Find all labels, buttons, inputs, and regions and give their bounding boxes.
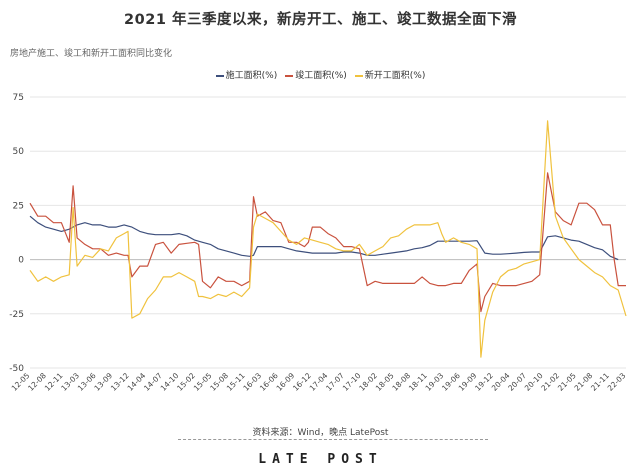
legend-label: 施工面积(%) <box>225 71 278 81</box>
x-tick-label: 22-03 <box>606 371 628 393</box>
y-tick-label: 75 <box>13 93 24 103</box>
line-chart: -50-25025507512-0512-0812-1113-0313-0613… <box>9 93 628 393</box>
legend-item: 新开工面积(%) <box>354 68 426 81</box>
legend-swatch <box>354 74 363 77</box>
legend-item: 竣工面积(%) <box>285 68 347 81</box>
brand-logo: LATE POST <box>258 452 383 467</box>
chart-subtitle: 房地产施工、竣工和新开工面积同比变化 <box>10 49 173 59</box>
y-tick-label: 50 <box>13 147 25 157</box>
footer-divider <box>178 439 488 440</box>
series-line <box>29 172 626 313</box>
series-line <box>29 120 627 358</box>
y-tick-label: -25 <box>9 310 24 320</box>
legend-label: 新开工面积(%) <box>364 71 426 81</box>
y-tick-label: 25 <box>13 201 24 211</box>
chart-legend: 施工面积(%) 竣工面积(%) 新开工面积(%) <box>0 68 641 81</box>
legend-swatch <box>285 74 294 77</box>
series-line <box>29 215 619 261</box>
legend-item: 施工面积(%) <box>215 68 278 81</box>
legend-swatch <box>215 74 224 77</box>
source-note: 资料来源：Wind，晚点 LatePost <box>252 428 389 438</box>
chart-title: 2021 年三季度以来，新房开工、施工、竣工数据全面下滑 <box>124 12 517 28</box>
y-tick-label: 0 <box>18 256 24 266</box>
y-tick-label: -50 <box>9 364 24 374</box>
legend-label: 竣工面积(%) <box>295 71 347 81</box>
